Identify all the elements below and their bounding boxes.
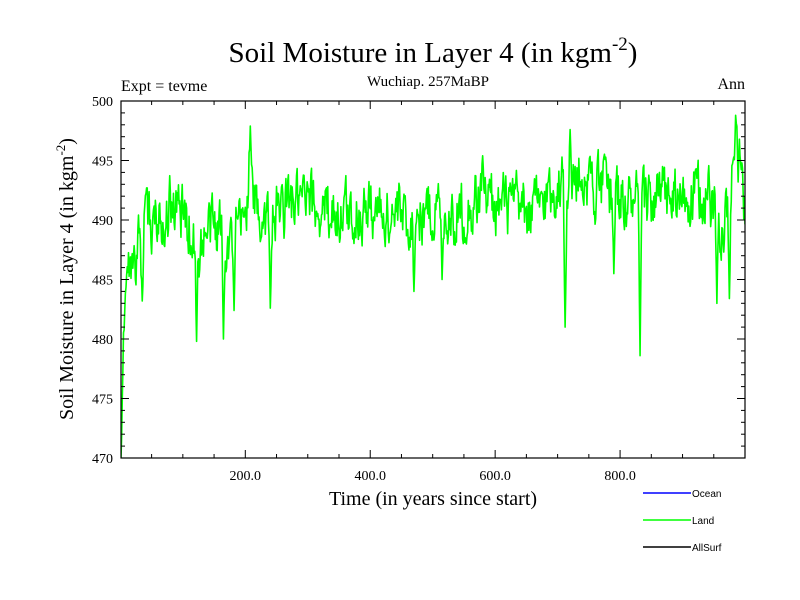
y-tick-label: 490 [92, 214, 113, 229]
chart-subtitle: Wuchiap. 257MaBP [367, 74, 489, 90]
y-tick-label: 480 [92, 333, 113, 348]
y-tick-label: 475 [92, 393, 113, 408]
y-axis-title: Soil Moisture in Layer 4 (in kgm-2) [53, 138, 78, 420]
series-land-group [121, 114, 745, 458]
y-tick-label: 485 [92, 274, 113, 289]
legend-label-allsurf: AllSurf [692, 543, 722, 554]
x-tick-label: 800.0 [604, 469, 636, 484]
y-axis: 470 475 480 485 490 495 500 [92, 95, 745, 467]
x-axis-title: Time (in years since start) [329, 488, 537, 510]
legend: Ocean Land AllSurf [643, 489, 722, 554]
season-label: Ann [717, 76, 745, 93]
x-tick-label: 400.0 [354, 469, 386, 484]
experiment-label: Expt = tevme [121, 78, 207, 95]
legend-label-ocean: Ocean [692, 489, 721, 500]
y-tick-label: 495 [92, 155, 113, 170]
plot-frame [120, 100, 746, 459]
x-tick-label: 200.0 [230, 469, 262, 484]
y-tick-label: 470 [92, 452, 113, 467]
x-tick-label: 600.0 [479, 469, 511, 484]
series-line-land [121, 114, 745, 458]
chart-title: Soil Moisture in Layer 4 (in kgm-2) [229, 34, 638, 69]
legend-label-land: Land [692, 516, 714, 527]
x-axis: 200.0 400.0 600.0 800.0 [151, 101, 715, 484]
y-tick-label: 500 [92, 95, 113, 110]
